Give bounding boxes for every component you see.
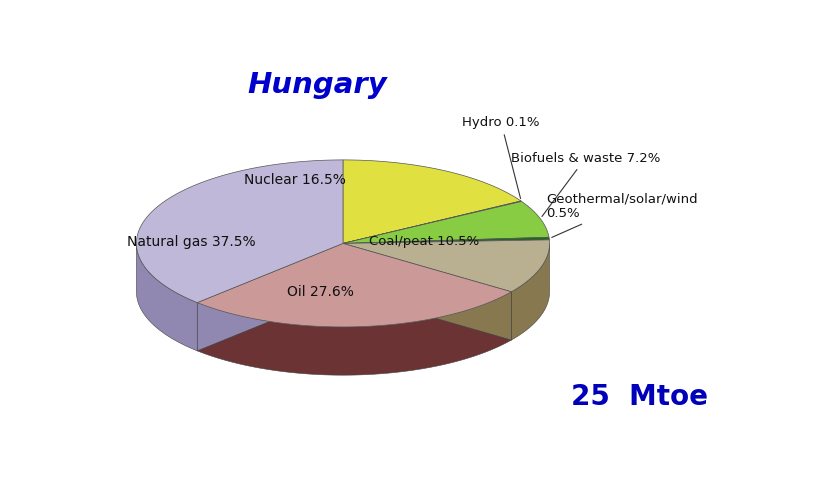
Polygon shape <box>343 201 521 243</box>
Text: Coal/peat 10.5%: Coal/peat 10.5% <box>368 235 479 248</box>
Text: Natural gas 37.5%: Natural gas 37.5% <box>127 235 256 249</box>
Polygon shape <box>343 243 511 340</box>
Polygon shape <box>197 243 511 327</box>
Text: Oil 27.6%: Oil 27.6% <box>287 285 354 299</box>
Text: Geothermal/solar/wind
0.5%: Geothermal/solar/wind 0.5% <box>546 192 698 238</box>
Text: Nuclear 16.5%: Nuclear 16.5% <box>243 174 346 187</box>
Polygon shape <box>511 243 550 340</box>
Polygon shape <box>343 243 511 340</box>
Polygon shape <box>197 292 511 375</box>
Polygon shape <box>197 243 343 351</box>
Polygon shape <box>343 201 549 243</box>
Polygon shape <box>343 240 550 292</box>
Text: Hydro 0.1%: Hydro 0.1% <box>462 116 540 199</box>
Polygon shape <box>343 160 521 243</box>
Text: 25  Mtoe: 25 Mtoe <box>571 384 708 412</box>
Text: Hungary: Hungary <box>247 71 387 99</box>
Text: Biofuels & waste 7.2%: Biofuels & waste 7.2% <box>511 151 661 216</box>
Polygon shape <box>343 237 550 243</box>
Polygon shape <box>137 244 197 351</box>
Polygon shape <box>197 243 343 351</box>
Polygon shape <box>137 160 343 303</box>
